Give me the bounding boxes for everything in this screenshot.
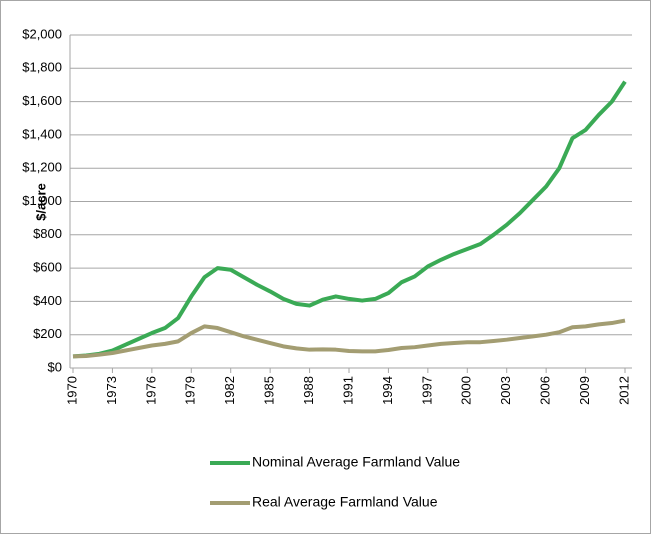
y-tick-label: $800 <box>33 226 62 241</box>
series-line <box>72 80 627 359</box>
y-tick-label: $1,000 <box>22 193 62 208</box>
y-tick-label: $2,000 <box>22 26 62 41</box>
x-tick-label: 2003 <box>498 376 513 405</box>
x-tick-label: 1979 <box>183 376 198 405</box>
x-tick-label: 1985 <box>262 376 277 405</box>
x-tick-label: 1970 <box>64 376 79 405</box>
x-tick-label: 1976 <box>143 376 158 405</box>
legend-label: Nominal Average Farmland Value <box>252 454 460 470</box>
x-tick-label: 2012 <box>616 376 631 405</box>
series-line <box>72 318 626 359</box>
x-tick-label: 1988 <box>301 376 316 405</box>
y-axis-label: $/acre <box>33 183 48 221</box>
y-tick-label: $1,400 <box>22 126 62 141</box>
y-tick-label: $1,200 <box>22 160 62 175</box>
x-tick-label: 1991 <box>340 376 355 405</box>
x-tick-label: 2006 <box>538 376 553 405</box>
x-tick-label: 1997 <box>419 376 434 405</box>
x-tick-label: 2009 <box>577 376 592 405</box>
y-tick-label: $200 <box>33 326 62 341</box>
legend-label: Real Average Farmland Value <box>252 494 438 510</box>
y-tick-label: $0 <box>48 359 62 374</box>
y-tick-label: $1,600 <box>22 93 62 108</box>
x-tick-label: 1973 <box>104 376 119 405</box>
y-tick-label: $400 <box>33 293 62 308</box>
x-tick-label: 1994 <box>380 376 395 405</box>
x-tick-label: 1982 <box>222 376 237 405</box>
y-tick-label: $600 <box>33 260 62 275</box>
y-tick-label: $1,800 <box>22 60 62 75</box>
x-tick-label: 2000 <box>459 376 474 405</box>
